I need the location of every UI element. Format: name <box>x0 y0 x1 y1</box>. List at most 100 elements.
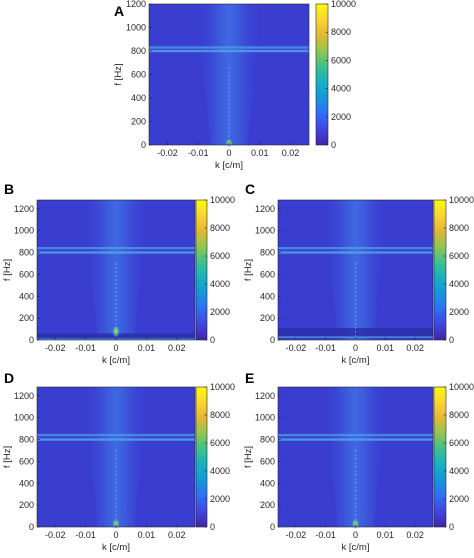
colorbar-tick-label: 6000 <box>210 251 230 261</box>
colorbar-tick-label: 6000 <box>449 438 469 448</box>
colorbar-tick-label: 2000 <box>210 494 230 504</box>
y-tick-label: 200 <box>19 500 34 510</box>
y-tick-label: 800 <box>131 46 146 56</box>
x-tick-label: 0.01 <box>138 343 156 353</box>
harmonic-line <box>278 251 433 254</box>
x-axis-label: k [c/m] <box>102 542 130 553</box>
colorbar-tick-label: 0 <box>210 522 215 532</box>
y-axis-label: f [Hz] <box>243 446 254 468</box>
colorbar-tick-label: 2000 <box>449 307 469 317</box>
colorbar-tick-label: 8000 <box>210 410 230 420</box>
x-tick-label: -0.01 <box>315 343 336 353</box>
harmonic-line <box>37 438 195 441</box>
colorbar-tick-label: 2000 <box>331 112 351 122</box>
x-tick-label: -0.02 <box>45 530 66 540</box>
y-tick-label: 1200 <box>14 204 34 214</box>
panel-e: E -0.02 -0.01 0 0.01 0.02 0 200 400 600 800 1000 120… <box>243 370 474 553</box>
x-tick-label: 0.01 <box>377 530 395 540</box>
colorbar-tick-label: 6000 <box>449 251 469 261</box>
y-axis-label: f [Hz] <box>113 63 124 85</box>
colorbar-tick-label: 10000 <box>449 382 474 392</box>
panel-letter: A <box>114 3 124 19</box>
energy-cone <box>84 387 148 527</box>
colorbar <box>195 199 208 341</box>
colorbar-tick-label: 4000 <box>331 84 351 94</box>
y-tick-label: 0 <box>29 335 34 345</box>
x-tick-label: 0.02 <box>168 530 186 540</box>
y-tick-label: 1000 <box>255 226 275 236</box>
panel-letter: C <box>245 181 255 197</box>
y-tick-label: 400 <box>131 93 146 103</box>
y-tick-label: 1000 <box>14 413 34 423</box>
colorbar-tick-label: 8000 <box>449 223 469 233</box>
energy-cone <box>196 4 262 145</box>
colorbar-tick-label: 4000 <box>449 466 469 476</box>
y-tick-label: 200 <box>131 117 146 127</box>
y-tick-label: 400 <box>260 478 275 488</box>
x-axis-label: k [c/m] <box>102 355 130 366</box>
harmonic-line <box>37 251 195 254</box>
colorbar-tick-label: 8000 <box>449 410 469 420</box>
x-tick-label: -0.02 <box>45 343 66 353</box>
y-tick-label: 1200 <box>14 391 34 401</box>
colorbar <box>315 3 329 146</box>
x-tick-label: 0.02 <box>406 530 424 540</box>
colorbar-tick-label: 2000 <box>449 494 469 504</box>
bright-spot <box>351 518 360 529</box>
y-tick-label: 1200 <box>255 391 275 401</box>
y-tick-label: 600 <box>131 70 146 80</box>
colorbar-tick-label: 4000 <box>449 279 469 289</box>
y-axis-label: f [Hz] <box>243 259 254 281</box>
y-tick-label: 1000 <box>126 23 146 33</box>
energy-cone <box>324 200 387 340</box>
y-tick-label: 0 <box>29 522 34 532</box>
colorbar-tick-label: 10000 <box>210 195 235 205</box>
x-tick-label: 0 <box>113 343 118 353</box>
x-tick-label: 0.01 <box>251 148 269 158</box>
y-tick-label: 200 <box>260 500 275 510</box>
bright-spot <box>112 518 120 529</box>
x-tick-label: 0.02 <box>406 343 424 353</box>
y-tick-label: 200 <box>19 313 34 323</box>
harmonic-line <box>278 438 433 441</box>
bright-spot <box>112 324 120 338</box>
panel-letter: D <box>4 370 14 386</box>
y-tick-label: 600 <box>19 269 34 279</box>
y-tick-label: 600 <box>19 456 34 466</box>
x-tick-label: -0.01 <box>75 343 96 353</box>
y-axis-label: f [Hz] <box>2 259 13 281</box>
y-tick-label: 800 <box>19 435 34 445</box>
colorbar <box>433 199 447 341</box>
y-tick-label: 600 <box>260 269 275 279</box>
colorbar-tick-label: 0 <box>210 335 215 345</box>
panel-a: A -0.02 -0.01 0 0.01 0.02 0 200 400 600 800 1000 120… <box>113 0 356 171</box>
y-tick-label: 1000 <box>14 226 34 236</box>
x-tick-label: -0.01 <box>188 148 209 158</box>
harmonic-line <box>149 46 309 49</box>
colorbar <box>433 386 447 528</box>
harmonic-line <box>37 433 195 437</box>
harmonic-line <box>149 49 309 53</box>
panel-d: D -0.02 -0.01 0 0.01 0.02 0 200 400 600 800 1000 120… <box>2 370 235 553</box>
panel-letter: B <box>4 181 14 197</box>
colorbar-tick-label: 4000 <box>210 279 230 289</box>
x-tick-label: -0.01 <box>315 530 336 540</box>
x-tick-label: 0.02 <box>168 343 186 353</box>
x-tick-label: 0.01 <box>138 530 156 540</box>
x-tick-label: -0.02 <box>157 148 178 158</box>
colorbar-tick-label: 10000 <box>210 382 235 392</box>
colorbar-tick-label: 6000 <box>210 438 230 448</box>
y-tick-label: 0 <box>270 522 275 532</box>
energy-cone <box>84 200 148 340</box>
x-tick-label: 0 <box>353 530 358 540</box>
y-tick-label: 800 <box>260 435 275 445</box>
colorbar-tick-label: 0 <box>331 140 336 150</box>
y-tick-label: 1200 <box>255 204 275 214</box>
x-axis-label: k [c/m] <box>215 160 243 171</box>
x-tick-label: -0.02 <box>286 530 307 540</box>
x-tick-label: 0.01 <box>377 343 395 353</box>
energy-cone <box>324 387 387 527</box>
y-tick-label: 400 <box>19 291 34 301</box>
colorbar-tick-label: 10000 <box>449 195 474 205</box>
